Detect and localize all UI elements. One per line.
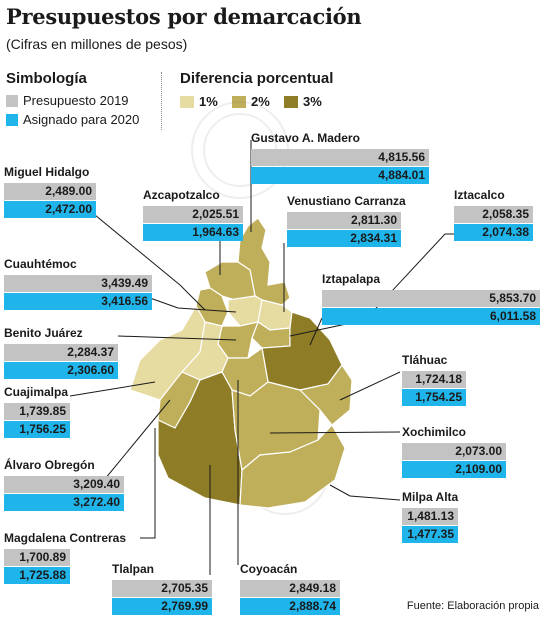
label-xochimilco: Xochimilco [402,425,467,439]
legend-swatch-2020 [6,113,18,126]
value-2020-tlahuac: 1,754.25 [402,389,466,406]
legend-swatch-2019 [6,94,18,107]
diff-swatch-2 [232,95,246,108]
diff-legend-heading: Diferencia porcentual [180,70,334,87]
label-tlahuac: Tláhuac [402,353,448,367]
value-2019-cuajimalpa: 1,739.85 [4,403,70,420]
legend-heading: Simbología [6,70,87,87]
value-2020-iztacalco: 2,074.38 [454,224,533,241]
leader-alvaro-obregon [99,399,171,486]
leader-cuajimalpa [69,381,156,397]
value-2019-magdalena-contreras: 1,700.89 [4,549,70,566]
legend-divider [161,72,162,130]
value-2020-milpa-alta: 1,477.35 [402,526,458,543]
legend-label-2020: Asignado para 2020 [23,112,140,127]
value-2020-iztapalapa: 6,011.58 [322,308,540,325]
diff-swatch-3 [284,95,298,108]
value-2020-magdalena-contreras: 1,725.88 [4,567,70,584]
value-2019-tlahuac: 1,724.18 [402,371,466,388]
value-2019-alvaro-obregon: 3,209.40 [4,476,124,493]
value-2020-cuauhtemoc: 3,416.56 [4,293,152,310]
leader-benito-juarez [117,335,237,341]
value-2020-xochimilco: 2,109.00 [402,461,506,478]
value-2019-tlalpan: 2,705.35 [112,580,212,597]
diff-label-2: 2% [251,94,270,109]
value-2019-venustiano-carranza: 2,811.30 [287,212,401,229]
chart-subtitle: (Cifras en millones de pesos) [6,36,188,52]
value-2019-iztacalco: 2,058.35 [454,206,533,223]
legend-label-2019: Presupuesto 2019 [23,93,129,108]
source-note: Fuente: Elaboración propia [406,600,539,612]
value-2020-cuajimalpa: 1,756.25 [4,421,70,438]
diff-label-3: 3% [303,94,322,109]
region-cuauhtemoc [227,295,263,327]
chart-title: Presupuestos por demarcación [6,4,362,29]
label-cuauhtemoc: Cuauhtémoc [4,257,77,271]
label-iztacalco: Iztacalco [454,188,505,202]
leader-iztacalco [289,233,454,337]
leader-miguel-hidalgo [94,214,206,311]
diff-legend-item-2: 2% [232,94,270,109]
label-cuajimalpa: Cuajimalpa [4,385,69,399]
leader-cuauhtemoc [149,297,237,313]
label-magdalena-contreras: Magdalena Contreras [4,531,127,545]
label-tlalpan: Tlalpan [112,562,155,576]
value-2020-gustavo-a-madero: 4,884.01 [251,167,429,184]
value-2020-benito-juarez: 2,306.60 [4,362,118,379]
diff-legend-item-1: 1% [180,94,218,109]
value-2019-cuauhtemoc: 3,439.49 [4,275,152,292]
label-alvaro-obregon: Álvaro Obregón [4,458,95,472]
legend-item-2020: Asignado para 2020 [6,112,139,127]
value-2020-coyoacan: 2,888.74 [240,598,340,615]
value-2019-gustavo-a-madero: 4,815.56 [251,149,429,166]
leader-lines [69,140,454,575]
legend-item-2019: Presupuesto 2019 [6,93,129,108]
value-2020-alvaro-obregon: 3,272.40 [4,494,124,511]
value-2020-tlalpan: 2,769.99 [112,598,212,615]
label-miguel-hidalgo: Miguel Hidalgo [4,165,90,179]
diff-label-1: 1% [199,94,218,109]
value-2020-venustiano-carranza: 2,834.31 [287,230,401,247]
value-2020-azcapotzalco: 1,964.63 [143,224,243,241]
diff-legend-item-3: 3% [284,94,322,109]
label-venustiano-carranza: Venustiano Carranza [287,194,406,208]
leader-xochimilco [269,431,401,434]
leader-milpa-alta [329,484,401,501]
leader-magdalena-contreras [140,428,156,539]
label-azcapotzalco: Azcapotzalco [143,188,220,202]
label-benito-juarez: Benito Juárez [4,326,83,340]
value-2019-iztapalapa: 5,853.70 [322,290,540,307]
value-2019-miguel-hidalgo: 2,489.00 [4,183,96,200]
value-2019-coyoacan: 2,849.18 [240,580,340,597]
diff-swatch-1 [180,95,194,108]
label-gustavo-a-madero: Gustavo A. Madero [251,131,360,145]
value-2019-xochimilco: 2,073.00 [402,443,506,460]
leader-iztapalapa [309,317,323,346]
label-iztapalapa: Iztapalapa [322,272,381,286]
value-2020-miguel-hidalgo: 2,472.00 [4,201,96,218]
value-2019-benito-juarez: 2,284.37 [4,344,118,361]
value-2019-milpa-alta: 1,481.13 [402,508,458,525]
region-milpa-alta [239,423,346,509]
label-coyoacan: Coyoacán [240,562,298,576]
value-2019-azcapotzalco: 2,025.51 [143,206,243,223]
leader-tlahuac [339,371,401,401]
label-milpa-alta: Milpa Alta [402,490,459,504]
